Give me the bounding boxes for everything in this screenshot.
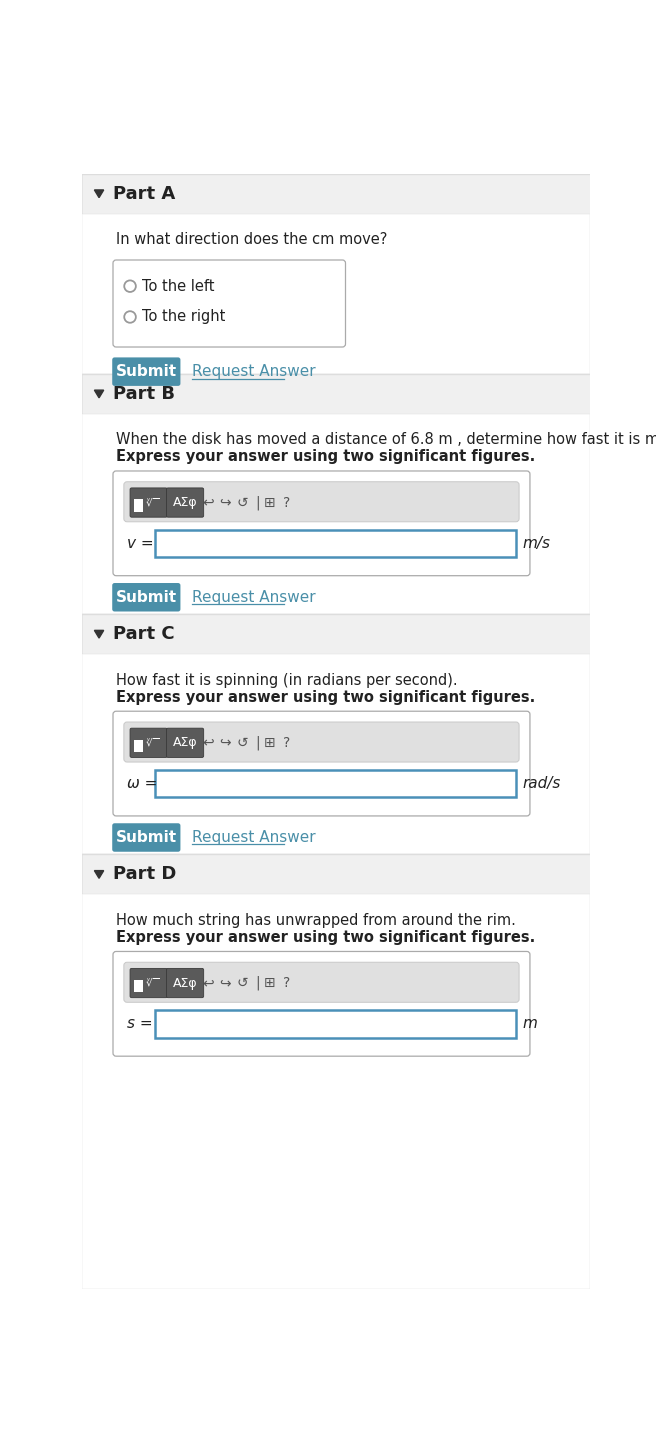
Bar bbox=[134, 980, 143, 992]
Circle shape bbox=[124, 281, 136, 292]
FancyBboxPatch shape bbox=[113, 951, 530, 1056]
Polygon shape bbox=[94, 190, 104, 197]
Bar bbox=[82, 414, 590, 614]
Text: rad/s: rad/s bbox=[522, 776, 561, 791]
Text: Part C: Part C bbox=[113, 626, 174, 643]
FancyBboxPatch shape bbox=[124, 482, 519, 521]
Text: Request Answer: Request Answer bbox=[192, 363, 316, 379]
Bar bbox=[82, 654, 590, 854]
Text: ↩: ↩ bbox=[203, 495, 214, 510]
Bar bbox=[82, 854, 590, 895]
Bar bbox=[82, 174, 590, 214]
FancyBboxPatch shape bbox=[113, 471, 530, 576]
Text: AΣφ: AΣφ bbox=[173, 976, 197, 989]
Text: To the left: To the left bbox=[142, 278, 215, 294]
Polygon shape bbox=[94, 870, 104, 879]
Text: $\sqrt[y]{\;}$: $\sqrt[y]{\;}$ bbox=[146, 497, 159, 508]
Text: Express your answer using two significant figures.: Express your answer using two significan… bbox=[116, 449, 535, 465]
Text: How much string has unwrapped from around the rim.: How much string has unwrapped from aroun… bbox=[116, 912, 516, 928]
Text: ⊞: ⊞ bbox=[264, 976, 276, 990]
Text: ↪: ↪ bbox=[220, 736, 231, 750]
Text: Express your answer using two significant figures.: Express your answer using two significan… bbox=[116, 930, 535, 946]
Text: v =: v = bbox=[127, 536, 154, 550]
Text: ↺: ↺ bbox=[237, 495, 248, 510]
Bar bbox=[134, 500, 143, 511]
FancyBboxPatch shape bbox=[130, 488, 167, 517]
Text: m: m bbox=[522, 1016, 537, 1031]
Text: When the disk has moved a distance of 6.8 m , determine how fast it is moving: When the disk has moved a distance of 6.… bbox=[116, 433, 656, 447]
FancyBboxPatch shape bbox=[113, 711, 530, 815]
Text: AΣφ: AΣφ bbox=[173, 736, 197, 749]
Text: ⊞: ⊞ bbox=[264, 736, 276, 750]
Text: Part B: Part B bbox=[113, 385, 175, 403]
Text: Request Answer: Request Answer bbox=[192, 830, 316, 846]
Text: Part D: Part D bbox=[113, 866, 176, 883]
FancyBboxPatch shape bbox=[112, 358, 180, 387]
Text: To the right: To the right bbox=[142, 310, 226, 324]
FancyBboxPatch shape bbox=[167, 488, 203, 517]
Text: |: | bbox=[256, 495, 260, 510]
FancyBboxPatch shape bbox=[112, 824, 180, 851]
Text: $\sqrt[y]{\;}$: $\sqrt[y]{\;}$ bbox=[146, 737, 159, 749]
Bar bbox=[82, 895, 590, 1289]
Bar bbox=[155, 1011, 516, 1038]
Text: ?: ? bbox=[283, 976, 290, 990]
Text: ⊞: ⊞ bbox=[264, 495, 276, 510]
Text: In what direction does the cm move?: In what direction does the cm move? bbox=[116, 232, 388, 248]
Text: |: | bbox=[256, 976, 260, 990]
Text: |: | bbox=[256, 736, 260, 750]
Bar bbox=[82, 214, 590, 374]
Bar bbox=[82, 374, 590, 414]
Bar bbox=[155, 530, 516, 557]
FancyBboxPatch shape bbox=[167, 728, 203, 757]
Text: Submit: Submit bbox=[115, 363, 177, 379]
Text: AΣφ: AΣφ bbox=[173, 497, 197, 510]
FancyBboxPatch shape bbox=[130, 969, 167, 998]
Text: ?: ? bbox=[283, 495, 290, 510]
Bar bbox=[134, 740, 143, 752]
Polygon shape bbox=[94, 630, 104, 639]
FancyBboxPatch shape bbox=[112, 584, 180, 611]
FancyBboxPatch shape bbox=[124, 723, 519, 762]
Text: ↪: ↪ bbox=[220, 976, 231, 990]
Text: s =: s = bbox=[127, 1016, 153, 1031]
Bar bbox=[82, 614, 590, 654]
Polygon shape bbox=[94, 390, 104, 398]
Text: Request Answer: Request Answer bbox=[192, 589, 316, 605]
Circle shape bbox=[124, 311, 136, 323]
Text: Submit: Submit bbox=[115, 830, 177, 846]
Text: ↩: ↩ bbox=[203, 976, 214, 990]
Text: Express your answer using two significant figures.: Express your answer using two significan… bbox=[116, 689, 535, 705]
Text: ω =: ω = bbox=[127, 776, 157, 791]
Text: How fast it is spinning (in radians per second).: How fast it is spinning (in radians per … bbox=[116, 673, 458, 688]
Text: ↺: ↺ bbox=[237, 736, 248, 750]
FancyBboxPatch shape bbox=[167, 969, 203, 998]
Text: m/s: m/s bbox=[522, 536, 550, 550]
FancyBboxPatch shape bbox=[130, 728, 167, 757]
Text: Part A: Part A bbox=[113, 185, 175, 203]
FancyBboxPatch shape bbox=[113, 261, 346, 348]
Text: ↺: ↺ bbox=[237, 976, 248, 990]
Text: Submit: Submit bbox=[115, 589, 177, 605]
FancyBboxPatch shape bbox=[124, 963, 519, 1002]
Text: ↪: ↪ bbox=[220, 495, 231, 510]
Bar bbox=[155, 770, 516, 798]
Text: ?: ? bbox=[283, 736, 290, 750]
Text: $\sqrt[y]{\;}$: $\sqrt[y]{\;}$ bbox=[146, 977, 159, 989]
Text: ↩: ↩ bbox=[203, 736, 214, 750]
